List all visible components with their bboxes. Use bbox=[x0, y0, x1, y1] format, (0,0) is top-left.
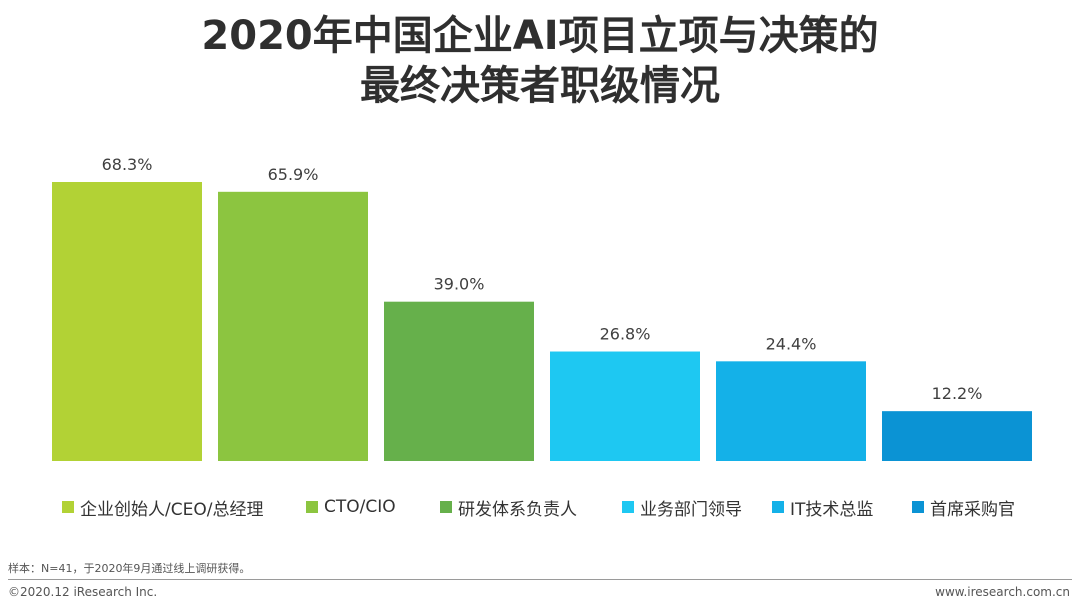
legend-label-rd-head: 研发体系负责人 bbox=[458, 499, 577, 520]
value-label-rd-head: 39.0% bbox=[434, 275, 485, 294]
legend-swatch-it-director bbox=[772, 501, 784, 513]
legend-label-cpo: 首席采购官 bbox=[930, 499, 1015, 520]
bar-cpo bbox=[882, 411, 1032, 461]
legend-swatch-ceo bbox=[62, 501, 74, 513]
chart-title-line-2: 最终决策者职级情况 bbox=[360, 63, 720, 109]
legend-label-it-director: IT技术总监 bbox=[790, 499, 874, 520]
sample-note: 样本：N=41，于2020年9月通过线上调研获得。 bbox=[8, 562, 251, 575]
chart-title-line-1: 2020年中国企业AI项目立项与决策的 bbox=[201, 13, 879, 59]
bar-cto bbox=[218, 191, 368, 461]
legend-item-rd-head: 研发体系负责人 bbox=[440, 494, 577, 520]
bar-rd-head bbox=[384, 301, 534, 461]
legend-label-business-lead: 业务部门领导 bbox=[640, 499, 742, 520]
bar-chart: 68.3% 65.9% 39.0% 26.8% 24.4% 12.2% bbox=[52, 155, 1032, 461]
legend-item-cpo: 首席采购官 bbox=[912, 494, 1015, 520]
legend-item-cto: CTO/CIO bbox=[306, 494, 396, 520]
bar-ceo bbox=[52, 182, 202, 461]
value-label-cto: 65.9% bbox=[268, 165, 319, 184]
legend-item-it-director: IT技术总监 bbox=[772, 494, 873, 520]
bar-it-director bbox=[716, 361, 866, 461]
legend-swatch-cpo bbox=[912, 501, 924, 513]
legend-swatch-rd-head bbox=[440, 501, 452, 513]
bar-business-lead bbox=[550, 351, 700, 461]
value-label-it-director: 24.4% bbox=[766, 334, 817, 353]
website-text: www.iresearch.com.cn bbox=[935, 585, 1070, 599]
legend-label-cto: CTO/CIO bbox=[324, 497, 396, 517]
chart-legend: 企业创始人/CEO/总经理 CTO/CIO 研发体系负责人 业务部门领导 IT技… bbox=[0, 494, 1080, 520]
footer-divider bbox=[8, 579, 1072, 580]
legend-label-ceo: 企业创始人/CEO/总经理 bbox=[80, 499, 264, 520]
legend-swatch-cto bbox=[306, 501, 318, 513]
legend-item-business-lead: 业务部门领导 bbox=[622, 494, 742, 520]
copyright-text: ©2020.12 iResearch Inc. bbox=[8, 585, 158, 599]
value-label-cpo: 12.2% bbox=[932, 384, 983, 403]
legend-swatch-business-lead bbox=[622, 501, 634, 513]
value-label-ceo: 68.3% bbox=[102, 155, 153, 174]
legend-item-ceo: 企业创始人/CEO/总经理 bbox=[62, 494, 263, 520]
value-label-business-lead: 26.8% bbox=[600, 325, 651, 344]
